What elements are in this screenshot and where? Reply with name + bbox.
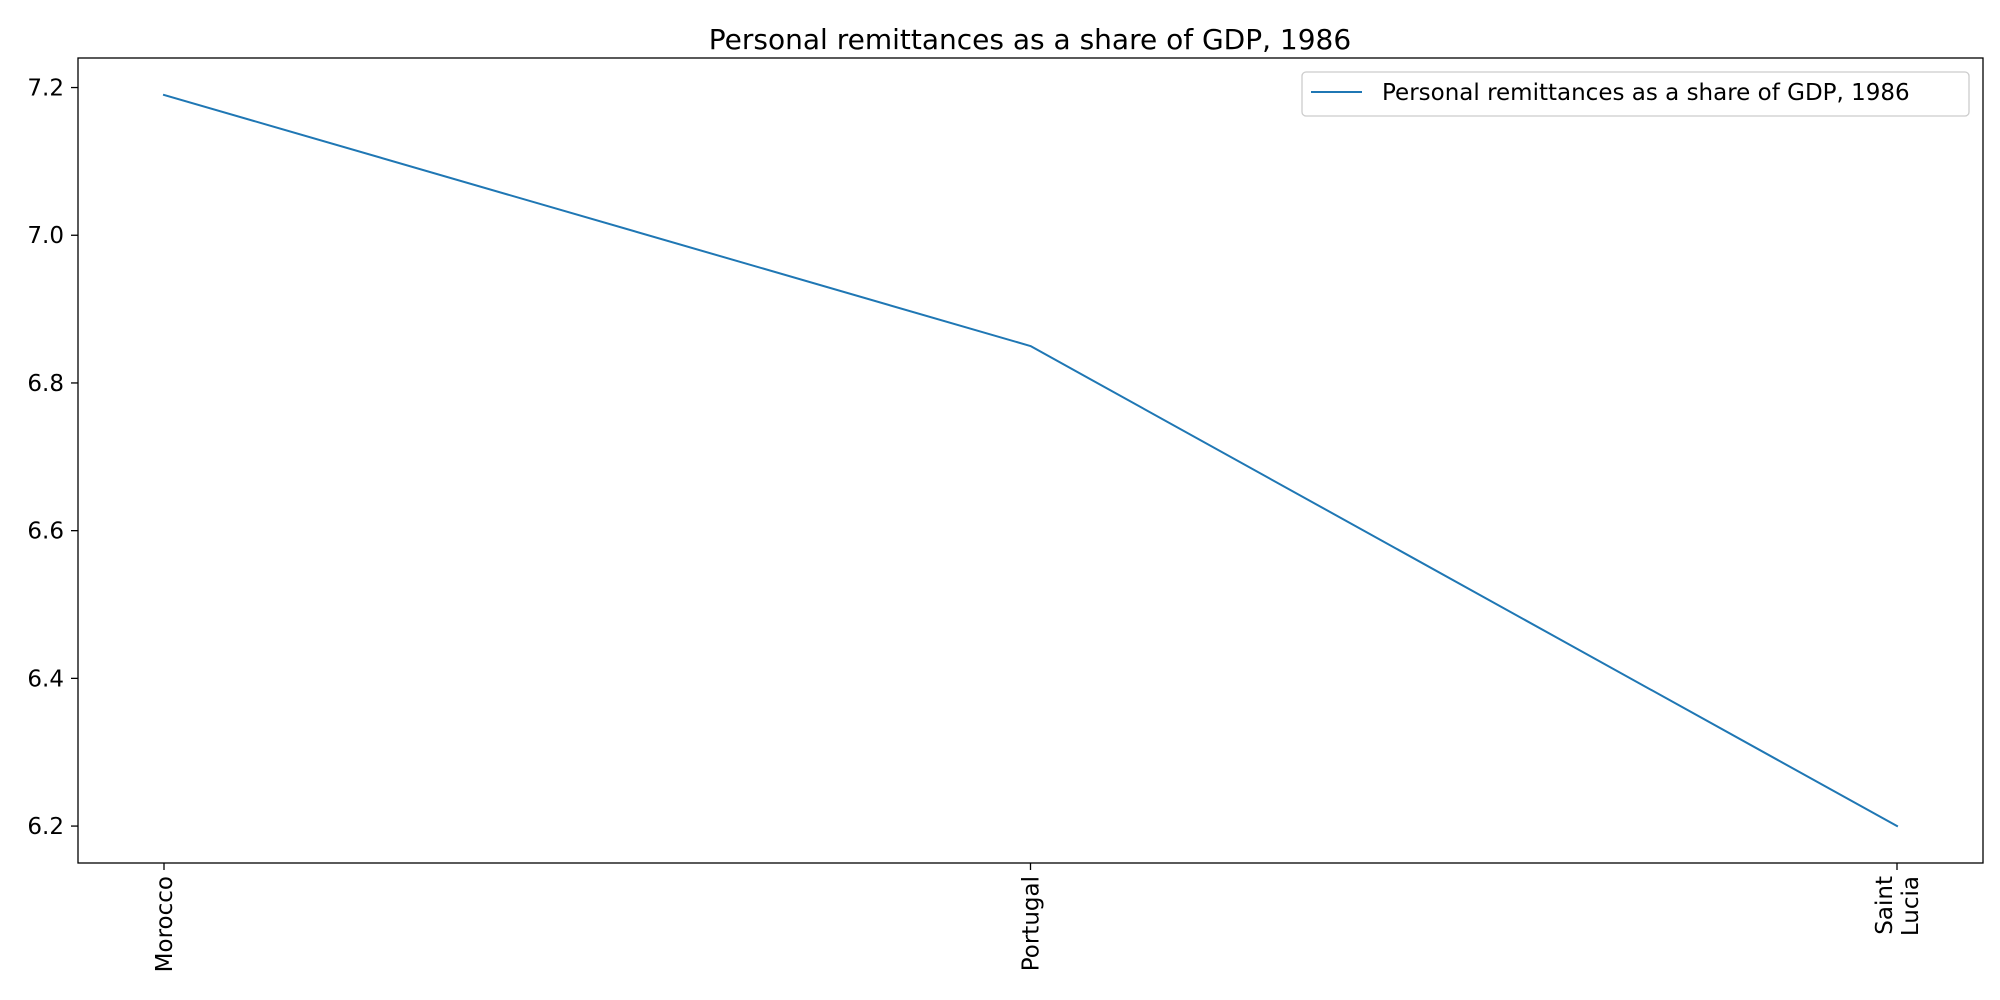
x-tick-label: Morocco: [152, 876, 178, 972]
axes: 6.2 6.4 6.6 6.8 7.0 7.2 Morocco Portugal Saint Lu…: [27, 57, 1984, 972]
y-tick-label: 6.2: [27, 814, 64, 840]
x-tick-label: Saint: [1872, 876, 1898, 935]
y-tick-label: 6.4: [27, 666, 64, 692]
plot-frame: [77, 57, 1984, 864]
y-tick-label: 6.6: [27, 519, 64, 545]
x-tick-label: Portugal: [1019, 876, 1045, 971]
x-tick-label: Lucia: [1898, 876, 1924, 936]
y-tick-label: 7.2: [27, 76, 64, 102]
legend-label: Personal remittances as a share of GDP, …: [1382, 80, 1910, 106]
chart-title: Personal remittances as a share of GDP, …: [709, 23, 1351, 56]
series-layer: [162, 93, 1899, 828]
y-tick-label: 6.8: [27, 371, 64, 397]
y-tick-label: 7.0: [27, 223, 64, 249]
series-line: [162, 93, 1899, 828]
legend-frame: [1301, 71, 1970, 117]
legend[interactable]: Personal remittances as a share of GDP, …: [1301, 71, 1970, 117]
